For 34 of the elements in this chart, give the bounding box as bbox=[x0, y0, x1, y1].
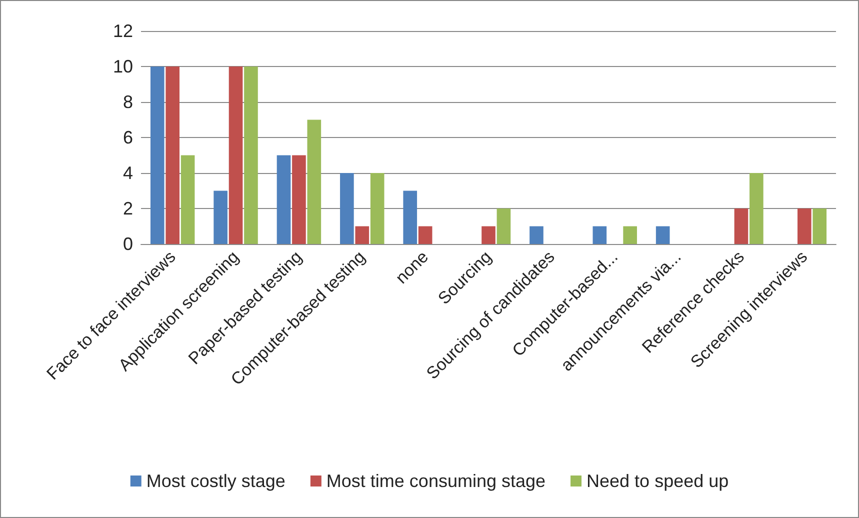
bar bbox=[228, 66, 243, 244]
y-tick-label: 10 bbox=[112, 56, 133, 76]
bar bbox=[214, 190, 228, 244]
bar bbox=[418, 226, 432, 244]
y-tick-label: 12 bbox=[112, 21, 133, 41]
bar bbox=[482, 226, 496, 244]
bar bbox=[355, 226, 370, 244]
bar bbox=[276, 155, 291, 244]
y-tick-label: 6 bbox=[122, 128, 133, 148]
bar bbox=[166, 66, 180, 244]
bar bbox=[292, 155, 306, 244]
bar bbox=[734, 208, 748, 244]
bar bbox=[530, 226, 544, 244]
bar bbox=[798, 208, 812, 244]
bar bbox=[750, 173, 764, 244]
bar bbox=[623, 226, 637, 244]
bar bbox=[370, 173, 384, 244]
legend-label: Most time consuming stage bbox=[326, 471, 546, 491]
bar bbox=[812, 208, 827, 244]
bar bbox=[307, 120, 322, 244]
legend-label: Need to speed up bbox=[586, 471, 729, 491]
bar bbox=[180, 155, 195, 244]
bar bbox=[496, 208, 511, 244]
y-tick-label: 0 bbox=[122, 234, 133, 254]
legend-label: Most costly stage bbox=[146, 471, 286, 491]
bar bbox=[592, 226, 607, 244]
y-tick-label: 2 bbox=[122, 198, 133, 218]
bar bbox=[150, 66, 164, 244]
y-tick-label: 4 bbox=[122, 163, 133, 183]
bar bbox=[244, 66, 258, 244]
bar bbox=[340, 173, 354, 244]
bar bbox=[656, 226, 670, 244]
y-tick-label: 8 bbox=[122, 92, 133, 112]
bar bbox=[403, 190, 418, 244]
